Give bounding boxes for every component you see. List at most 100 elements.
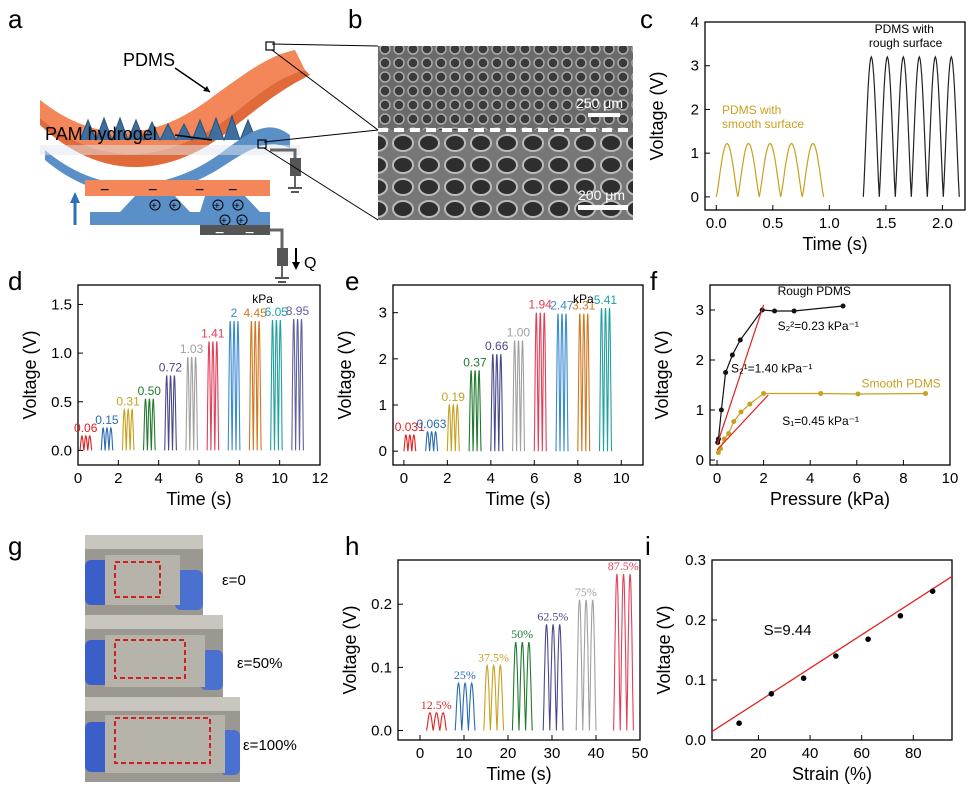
svg-text:−: − bbox=[228, 182, 237, 199]
data-point bbox=[800, 675, 807, 681]
plot-frame-f bbox=[709, 284, 951, 466]
data-point bbox=[855, 391, 861, 397]
pulse-group bbox=[185, 356, 199, 451]
panel-label-i: i bbox=[645, 531, 651, 561]
x-tick-label: 2.0 bbox=[932, 215, 953, 232]
data-point bbox=[929, 588, 936, 594]
svg-text:+: + bbox=[171, 201, 177, 212]
pressure-label: 0.19 bbox=[442, 390, 466, 404]
annotation-s1: S₁=0.45 kPa⁻¹ bbox=[782, 414, 859, 428]
svg-text:−: − bbox=[148, 182, 157, 199]
y-tick-label: 0.3 bbox=[685, 552, 706, 569]
pdms-block bbox=[85, 180, 270, 196]
pulse-group bbox=[446, 402, 460, 452]
plot-frame-i bbox=[711, 559, 953, 741]
strain-label: 50% bbox=[511, 627, 533, 641]
x-tick-label: 0.0 bbox=[706, 215, 727, 232]
data-point bbox=[818, 391, 824, 396]
x-tick-label: 10 bbox=[942, 470, 959, 487]
x-tick-label: 2 bbox=[759, 470, 767, 487]
pulse-group bbox=[291, 319, 304, 451]
pulse-group bbox=[164, 375, 177, 451]
data-point bbox=[897, 613, 904, 619]
y-tick-label: 3 bbox=[696, 302, 704, 319]
plot-frame-c bbox=[704, 21, 966, 211]
strain-label: 12.5% bbox=[421, 698, 452, 712]
x-tick-label: 6 bbox=[853, 470, 861, 487]
x-tick-label: 50 bbox=[632, 745, 649, 762]
strain-label: 37.5% bbox=[478, 650, 509, 664]
svg-text:+: + bbox=[151, 201, 157, 212]
svg-text:+: + bbox=[238, 216, 244, 227]
pulse-group bbox=[577, 313, 591, 452]
legend-rough: Rough PDMS bbox=[778, 284, 851, 298]
x-tick-label: 2 bbox=[443, 470, 451, 487]
photo-strain-0 bbox=[85, 535, 203, 617]
panel-a-schematic: PDMS PAM hydrogel − − − − + + + + + + − … bbox=[40, 41, 379, 283]
chart-i: 20 40 60 80 0.0 0.1 0.2 0.3 Strain (%) Voltage (V… bbox=[654, 552, 953, 784]
chart-f: 0 2 4 6 8 10 0 1 2 3 Pressure (kPa) Voltage (V) Roug… bbox=[652, 284, 958, 509]
pressure-label: 0.06 bbox=[74, 421, 98, 435]
svg-text:−: − bbox=[215, 225, 224, 242]
y-tick-label: 0.0 bbox=[51, 442, 72, 459]
x-axis-label: Time (s) bbox=[802, 234, 867, 254]
data-point bbox=[723, 370, 729, 375]
x-axis-label: Time (s) bbox=[485, 489, 550, 509]
pressure-label: 0.66 bbox=[485, 339, 509, 353]
pressure-label: 0.031 bbox=[395, 420, 425, 434]
svg-text:−: − bbox=[245, 225, 254, 242]
data-point bbox=[731, 419, 737, 424]
plot-frame-h bbox=[397, 559, 641, 741]
x-tick-label: 10 bbox=[456, 745, 473, 762]
annotation-rough: PDMS with rough surface bbox=[869, 22, 943, 50]
x-axis-label: Time (s) bbox=[166, 489, 231, 509]
pulse-group bbox=[468, 370, 482, 452]
strain-label: 25% bbox=[454, 668, 476, 682]
pulse-group bbox=[248, 320, 262, 451]
scale-bar-top bbox=[588, 113, 620, 117]
strain-label: 62.5% bbox=[537, 609, 568, 623]
pulse-group bbox=[454, 681, 476, 731]
y-tick-label: 0.2 bbox=[685, 612, 706, 629]
panel-label-d: d bbox=[8, 266, 22, 296]
x-tick-label: 0 bbox=[416, 745, 424, 762]
pulse-group bbox=[542, 624, 564, 731]
pyramid-array bbox=[79, 114, 257, 142]
svg-text:+: + bbox=[214, 201, 220, 212]
y-axis-label: Voltage (V) bbox=[647, 71, 667, 160]
x-tick-label: 20 bbox=[750, 745, 767, 762]
annotation-smooth: PDMS with smooth surface bbox=[722, 103, 804, 131]
x-tick-label: 60 bbox=[853, 745, 870, 762]
pulse-group bbox=[426, 712, 447, 731]
fit-line-s2-1 bbox=[716, 304, 765, 446]
charge-label: Q bbox=[304, 255, 316, 272]
strain-label-0: ε=0 bbox=[222, 572, 246, 589]
data-point bbox=[768, 691, 775, 697]
fit-line-s1 bbox=[716, 394, 769, 451]
data-point bbox=[761, 391, 767, 396]
legend-smooth: Smooth PDMS bbox=[861, 377, 940, 391]
pulse-group bbox=[403, 434, 417, 452]
y-tick-label: 0.5 bbox=[51, 394, 72, 411]
pulse-group bbox=[613, 573, 634, 731]
scale-bar-bottom bbox=[578, 205, 628, 210]
x-tick-label: 0 bbox=[74, 470, 82, 487]
unit-label: kPa bbox=[252, 292, 273, 306]
annotation-s21: S₂¹=1.40 kPa⁻¹ bbox=[731, 362, 812, 376]
x-tick-label: 0 bbox=[400, 470, 408, 487]
y-tick-label: 0.1 bbox=[685, 672, 706, 689]
scale-bar-top-label: 250 μm bbox=[576, 95, 623, 111]
strain-label: 75% bbox=[575, 585, 597, 599]
panel-label-h: h bbox=[345, 531, 359, 561]
pulse-group bbox=[555, 313, 569, 452]
x-tick-label: 4 bbox=[154, 470, 162, 487]
fit-line bbox=[711, 575, 953, 733]
x-tick-label: 30 bbox=[544, 745, 561, 762]
pressure-label: 4.45 bbox=[243, 306, 267, 320]
x-tick-label: 1.0 bbox=[819, 215, 840, 232]
pulse-group bbox=[121, 407, 135, 451]
photo-strain-100 bbox=[85, 697, 240, 782]
y-tick-label: 0.0 bbox=[371, 723, 392, 740]
strain-label-100: ε=100% bbox=[243, 737, 297, 754]
